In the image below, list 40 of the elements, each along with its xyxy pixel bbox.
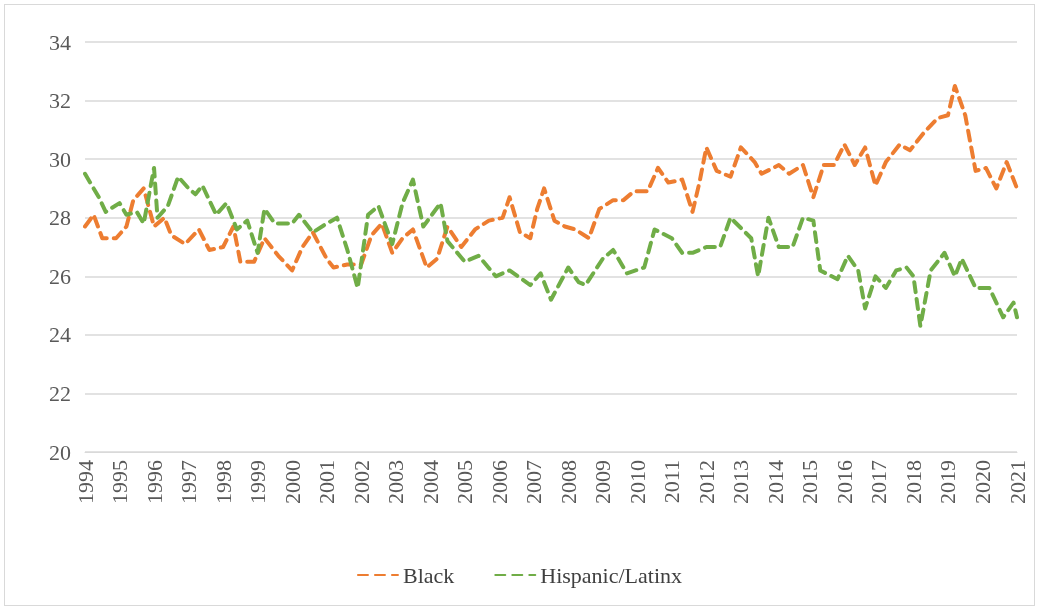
x-tick-label: 1998 — [210, 460, 236, 504]
x-tick-label: 2021 — [1004, 460, 1030, 504]
line-series — [83, 165, 1019, 329]
x-tick-label: 2007 — [521, 460, 547, 504]
y-tick-label: 24 — [49, 322, 71, 348]
x-tick-label: 2003 — [383, 460, 409, 504]
x-tick-label: 2010 — [624, 460, 650, 504]
x-tick-label: 2015 — [797, 460, 823, 504]
x-tick-label: 2002 — [348, 460, 374, 504]
line-series — [83, 83, 1019, 273]
legend-label: Hispanic/Latinx — [540, 562, 683, 588]
x-tick-label: 1994 — [72, 460, 98, 504]
x-tick-label: 2006 — [486, 460, 512, 504]
y-tick-label: 22 — [49, 380, 71, 406]
x-tick-label: 2017 — [866, 460, 892, 504]
x-tick-label: 2005 — [452, 460, 478, 504]
x-tick-label: 2020 — [969, 460, 995, 504]
y-tick-label: 28 — [49, 205, 71, 231]
x-tick-label: 2000 — [279, 460, 305, 504]
y-tick-label: 26 — [49, 263, 71, 289]
y-tick-label: 34 — [49, 29, 71, 55]
x-tick-label: 2019 — [935, 460, 961, 504]
y-tick-label: 32 — [49, 88, 71, 114]
x-tick-label: 2009 — [590, 460, 616, 504]
x-tick-label: 1995 — [107, 460, 133, 504]
x-tick-label: 2011 — [659, 460, 685, 504]
x-tick-label: 1999 — [245, 460, 271, 504]
x-tick-label: 2004 — [417, 460, 443, 504]
x-tick-label: 1997 — [176, 460, 202, 504]
legend-label: Black — [402, 562, 455, 588]
x-tick-label: 2012 — [693, 460, 719, 504]
x-tick-label: 2001 — [314, 460, 340, 504]
x-tick-label: 2014 — [762, 460, 788, 504]
x-tick-label: 2008 — [555, 460, 581, 504]
y-tick-label: 30 — [49, 146, 71, 172]
x-tick-label: 2013 — [728, 460, 754, 504]
y-tick-label: 20 — [49, 439, 71, 465]
x-tick-label: 2018 — [900, 460, 926, 504]
x-tick-label: 2016 — [831, 460, 857, 504]
x-tick-label: 1996 — [141, 460, 167, 504]
